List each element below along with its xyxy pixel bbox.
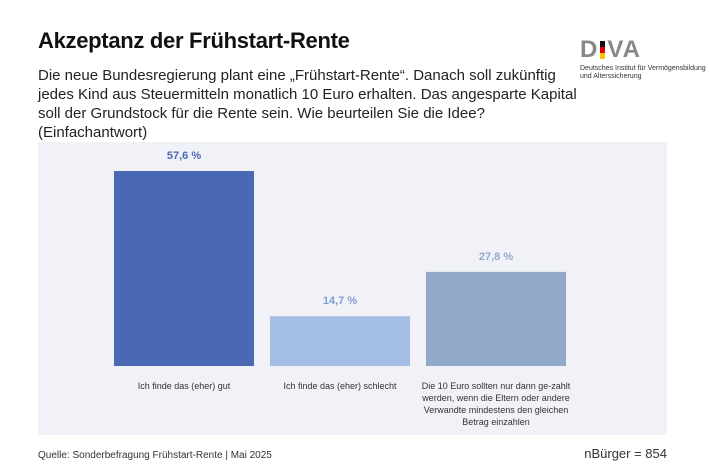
chart-subtitle: Die neue Bundesregierung plant eine „Frü… bbox=[38, 67, 577, 141]
source-note: Quelle: Sonderbefragung Frühstart-Rente … bbox=[38, 450, 272, 461]
bar-1 bbox=[114, 171, 254, 366]
bar-2 bbox=[270, 316, 410, 366]
category-label: Die 10 Euro sollten nur dann ge-zahlt we… bbox=[421, 381, 571, 427]
chart-title: Akzeptanz der Frühstart-Rente bbox=[38, 28, 350, 53]
diva-logo: D VA Deutsches Institut für Vermögensbild… bbox=[580, 36, 710, 81]
logo-subtitle: Deutsches Institut für Vermögensbildung … bbox=[580, 65, 706, 80]
data-label: 57,6 % bbox=[167, 150, 201, 162]
category-label: Ich finde das (eher) schlecht bbox=[283, 381, 397, 391]
german-flag-icon bbox=[600, 41, 606, 59]
data-label: 27,8 % bbox=[479, 251, 513, 263]
category-label: Ich finde das (eher) gut bbox=[137, 381, 231, 391]
bar-3 bbox=[426, 271, 566, 366]
data-label: 14,7 % bbox=[323, 295, 357, 307]
sample-size: nBürger = 854 bbox=[584, 446, 667, 461]
